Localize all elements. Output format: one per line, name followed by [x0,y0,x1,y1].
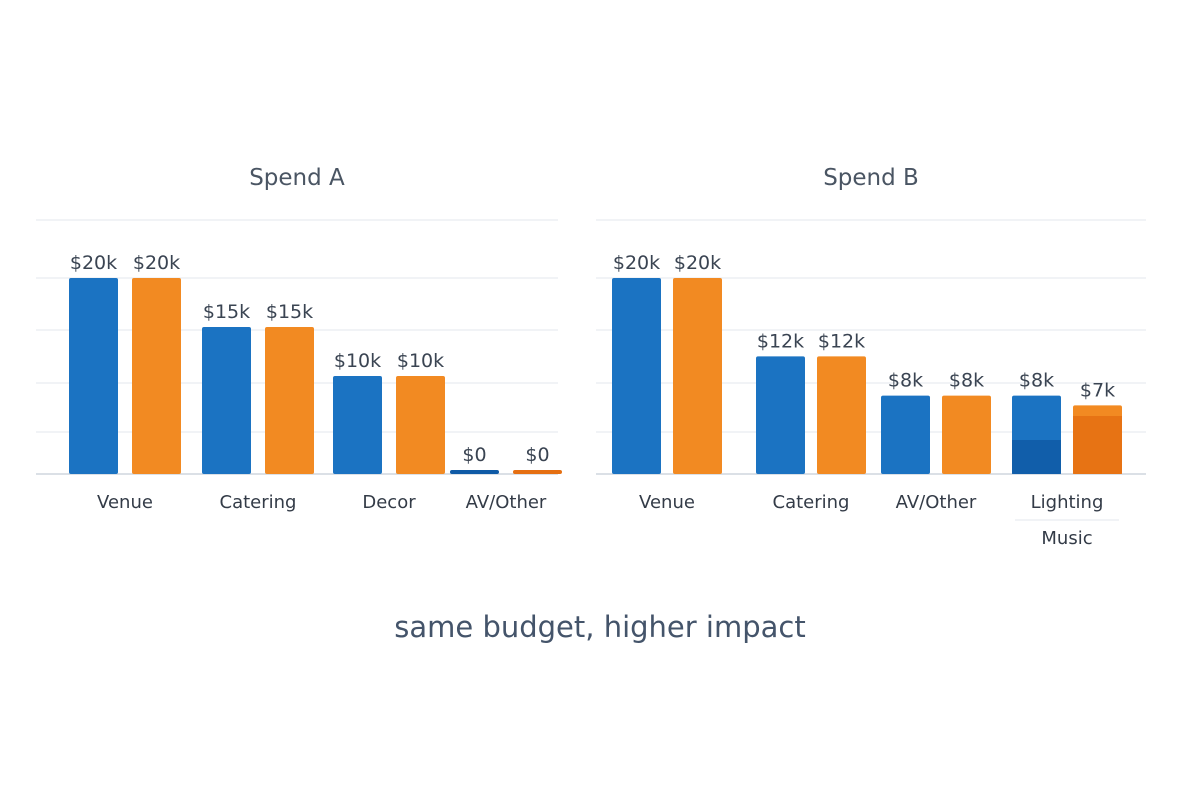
tagline: same budget, higher impact [394,610,806,644]
chart-1: Spend A $20k $20k Venue $15k $15k Catering $10k… [36,165,562,513]
bar-venue-series-2 [132,278,181,474]
bar-value-label: $20k [613,252,660,274]
bar-catering-series-2 [265,327,314,474]
bar-value-label: $12k [818,330,865,352]
category-label: Venue [639,492,695,513]
bar-venue-series-1 [612,278,661,474]
category-label: AV/Other [896,492,977,513]
bar-value-label: $15k [266,301,313,323]
bar-value-label: $8k [949,370,984,392]
bar-value-label: $20k [70,252,117,274]
category-label: Catering [773,492,850,513]
category-label: AV/Other [466,492,547,513]
bar-segment-shade [1073,416,1122,474]
category-label: Decor [362,492,416,513]
bar-value-label: $10k [397,350,444,372]
bar-value-label: $8k [1019,370,1054,392]
bar-value-label: $0 [462,444,486,466]
bar-av-other-series-2 [513,470,562,474]
bar-decor-series-1 [333,376,382,474]
bar-decor-series-2 [396,376,445,474]
category-label: Catering [220,492,297,513]
chart-2: Spend B $20k $20k Venue $12k $12k Catering $8k $… [596,165,1146,549]
bar-value-label: $0 [525,444,549,466]
category-sublabel: Music [1041,528,1092,549]
bar-value-label: $10k [334,350,381,372]
category-label: Venue [97,492,153,513]
bar-value-label: $20k [133,252,180,274]
chart-title: Spend A [249,165,345,191]
bar-value-label: $12k [757,330,804,352]
bar-catering-series-1 [756,356,805,474]
category-label: Lighting [1031,492,1104,513]
bar-catering-series-2 [817,356,866,474]
chart-title: Spend B [823,165,919,191]
bar-venue-series-2 [673,278,722,474]
bar-value-label: $8k [888,370,923,392]
bar-value-label: $7k [1080,379,1115,401]
bar-venue-series-1 [69,278,118,474]
bar-av-other-series-1 [450,470,499,474]
bar-av-other-series-2 [942,395,991,474]
bar-value-label: $15k [203,301,250,323]
bar-av-other-series-1 [881,395,930,474]
bar-segment-shade [1012,440,1061,474]
bar-catering-series-1 [202,327,251,474]
bar-value-label: $20k [674,252,721,274]
